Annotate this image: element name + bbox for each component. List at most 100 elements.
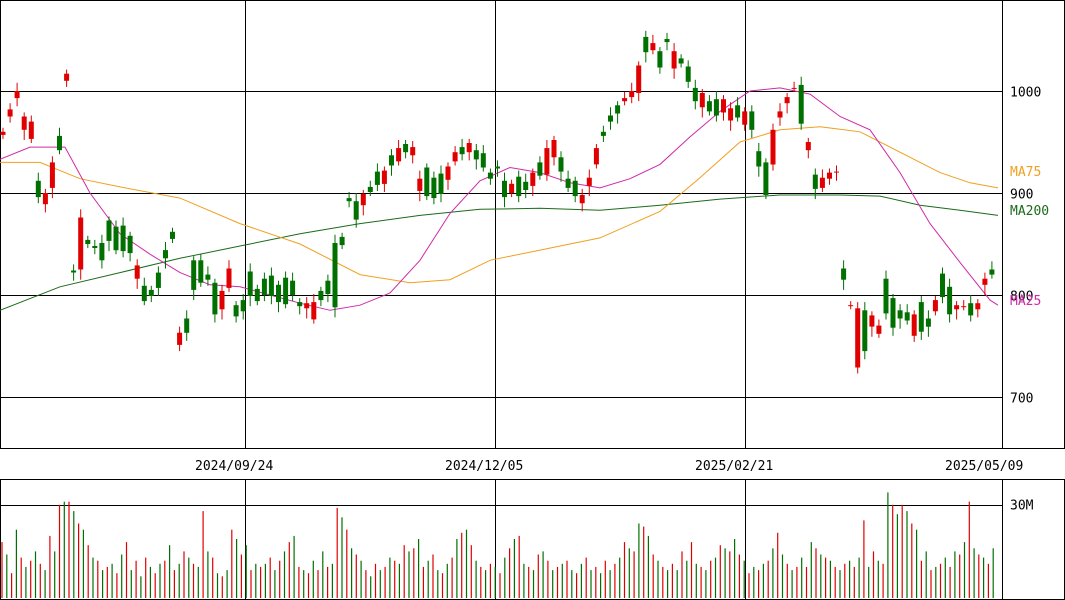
candle-body [791,87,797,89]
candle-body [643,36,649,53]
candle-body [615,105,621,114]
candle-body [890,298,896,328]
candle-body [226,268,232,288]
candle-body [798,84,804,124]
candle-body [777,111,783,118]
candle-body [502,180,507,198]
ma-line-ma200 [0,194,999,311]
candle-body [608,115,613,122]
date-label: 2024/12/05 [445,459,523,474]
candle-body [233,305,239,317]
candle-body [699,93,705,108]
candle-body [445,166,451,180]
candle-body [600,131,606,136]
candle-body [141,285,147,302]
candle-body [911,314,917,336]
candle-body [629,91,635,98]
candle-body [71,270,77,273]
candle-body [728,108,734,121]
candle-body [523,181,529,190]
date-label: 2024/09/24 [195,459,273,474]
candle-body [198,260,204,283]
candlesticks [0,30,995,374]
candle-body [360,194,366,206]
candle-body [318,290,324,301]
candle-body [925,318,931,327]
candle-body [940,273,945,298]
candle-body [982,278,988,285]
candle-body [516,176,522,197]
candle-body [756,151,762,167]
candle-body [7,109,13,117]
candle-body [92,246,98,248]
candle-body [593,148,599,165]
candle-body [862,310,868,352]
candle-body [396,148,402,162]
candle-body [551,140,557,158]
candle-body [819,177,825,188]
candle-body [21,116,27,130]
candle-body [509,183,515,193]
candle-body [622,98,628,102]
candle-body [417,178,423,191]
candle-body [184,318,190,333]
candle-body [163,250,168,259]
candle-body [106,220,112,241]
candle-body [664,39,670,43]
candle-body [770,129,776,165]
candle-body [14,91,20,99]
candle-body [579,195,585,204]
candle-body [219,290,225,310]
candle-body [367,186,373,192]
candle-body [78,217,84,270]
candle-body [904,312,910,321]
candle-body [784,97,790,104]
volume-bars [1,492,994,598]
candle-body [671,51,677,69]
candle-body [480,153,486,168]
candle-body [932,300,938,312]
candle-body [713,99,719,116]
candle-body [466,143,472,153]
candle-body [148,289,154,296]
candle-body [706,101,712,112]
candle-body [989,269,995,275]
candle-body [876,325,882,334]
date-label: 2025/05/09 [945,459,1023,474]
candle-body [127,235,133,254]
candle-body [650,43,656,51]
candle-body [374,171,380,185]
price-tick-label: 700 [1010,392,1033,407]
candle-body [869,315,875,327]
candle-body [692,87,698,102]
candle-body [537,162,543,176]
candle-body [918,302,924,332]
candle-body [240,300,246,312]
candle-body [346,198,352,202]
candle-body [968,303,974,316]
candle-body [763,162,769,195]
candle-body [685,66,691,82]
candle-body [247,271,253,296]
candle-body [530,172,536,186]
candle-body [134,265,140,279]
candle-body [120,225,126,252]
moving-average-lines [0,87,999,311]
candle-body [961,306,967,308]
candle-body [438,173,444,194]
legend-ma75: MA75 [1010,165,1041,180]
candle-body [42,193,48,205]
candle-body [155,272,161,288]
candle-body [381,170,387,184]
candle-body [353,201,359,220]
candle-body [268,275,274,296]
candle-body [883,278,889,314]
candle-body [0,131,6,135]
candle-body [558,157,564,172]
candle-body [565,178,571,188]
candle-body [304,303,310,309]
candle-body [827,172,832,179]
candle-body [805,142,811,151]
candle-body [841,268,847,280]
